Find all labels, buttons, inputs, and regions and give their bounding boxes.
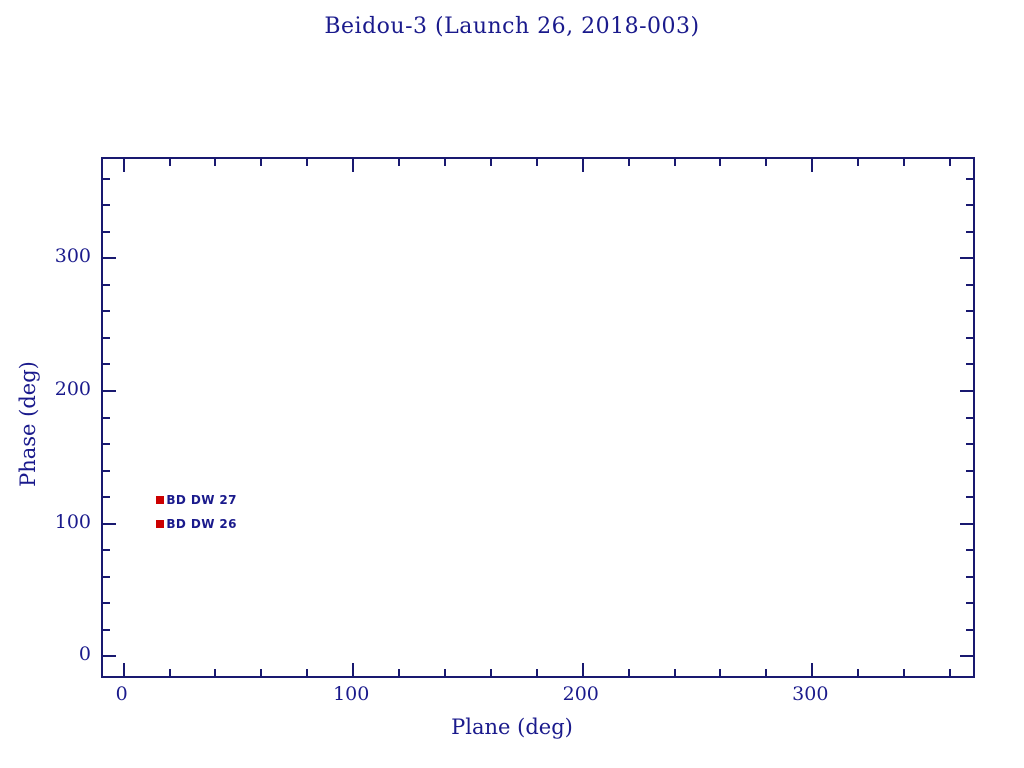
x-axis-top-minor-tick [765, 159, 768, 166]
x-axis-top-minor-tick [535, 159, 538, 166]
y-axis-right-minor-tick [966, 602, 973, 605]
y-axis-tick-label: 200 [54, 377, 91, 400]
x-axis-tick-label: 100 [333, 683, 370, 705]
y-axis-minor-tick [103, 336, 110, 339]
x-axis-minor-tick [260, 669, 263, 676]
y-axis-right-minor-tick [966, 549, 973, 552]
y-axis-right-minor-tick [966, 575, 973, 578]
y-axis-right-minor-tick [966, 230, 973, 233]
x-axis-minor-tick [214, 669, 217, 676]
y-axis-major-tick [103, 389, 116, 392]
x-axis-top-major-tick [581, 159, 584, 172]
x-axis-top-minor-tick [719, 159, 722, 166]
data-point-label: BD DW 26 [166, 516, 237, 531]
y-axis-right-minor-tick [966, 177, 973, 180]
x-axis-top-minor-tick [903, 159, 906, 166]
y-axis-right-major-tick [960, 389, 973, 392]
x-axis-top-minor-tick [168, 159, 171, 166]
y-axis-minor-tick [103, 416, 110, 419]
x-axis-major-tick [811, 663, 814, 676]
y-axis-right-minor-tick [966, 628, 973, 631]
y-axis-right-minor-tick [966, 443, 973, 445]
x-axis-top-major-tick [352, 159, 355, 172]
x-axis-top-minor-tick [627, 159, 630, 166]
y-axis-minor-tick [103, 496, 110, 499]
x-axis-minor-tick [765, 669, 768, 676]
y-axis-major-tick [103, 257, 116, 260]
square-marker-icon [156, 495, 165, 504]
x-axis-top-minor-tick [489, 159, 492, 166]
x-axis-minor-tick [903, 669, 906, 676]
y-axis-minor-tick [103, 469, 110, 472]
y-axis-minor-tick [103, 310, 110, 313]
y-axis-minor-tick [103, 628, 110, 631]
y-axis-label: Phase (deg) [16, 361, 40, 487]
y-axis-right-major-tick [960, 257, 973, 260]
x-axis-tick-label: 200 [562, 683, 599, 705]
y-axis-minor-tick [103, 443, 110, 445]
x-axis-top-minor-tick [673, 159, 676, 166]
x-axis-top-minor-tick [857, 159, 860, 166]
x-axis-top-minor-tick [398, 159, 401, 166]
x-axis-top-minor-tick [214, 159, 217, 166]
y-axis-minor-tick [103, 363, 110, 366]
x-axis-minor-tick [168, 669, 171, 676]
chart-title: Beidou-3 (Launch 26, 2018-003) [324, 14, 700, 39]
y-axis-major-tick [103, 655, 116, 658]
x-axis-top-major-tick [811, 159, 814, 172]
x-axis-minor-tick [719, 669, 722, 676]
x-axis-minor-tick [306, 669, 309, 676]
x-axis-minor-tick [535, 669, 538, 676]
y-axis-right-minor-tick [966, 496, 973, 499]
y-axis-minor-tick [103, 575, 110, 578]
x-axis-major-tick [122, 663, 125, 676]
y-axis-right-major-tick [960, 655, 973, 658]
x-axis-minor-tick [398, 669, 401, 676]
x-axis-minor-tick [673, 669, 676, 676]
data-point-label: BD DW 27 [166, 492, 237, 507]
y-axis-minor-tick [103, 283, 110, 286]
y-axis-right-minor-tick [966, 363, 973, 366]
x-axis-tick-label: 300 [792, 683, 829, 705]
y-axis-right-minor-tick [966, 310, 973, 313]
x-axis-top-minor-tick [260, 159, 263, 166]
y-axis-tick-label: 300 [54, 245, 91, 268]
y-axis-right-minor-tick [966, 469, 973, 472]
y-axis-right-minor-tick [966, 283, 973, 286]
x-axis-tick-label: 0 [115, 683, 128, 705]
plot-area: BD DW 27 BD DW 26 [101, 157, 975, 678]
y-axis-tick-label: 0 [78, 643, 91, 666]
y-axis-minor-tick [103, 204, 110, 207]
x-axis-top-minor-tick [306, 159, 309, 166]
x-axis-major-tick [581, 663, 584, 676]
x-axis-minor-tick [627, 669, 630, 676]
y-axis-minor-tick [103, 177, 110, 180]
x-axis-major-tick [352, 663, 355, 676]
x-axis-minor-tick [857, 669, 860, 676]
x-axis-minor-tick [949, 669, 952, 676]
y-axis-tick-label: 100 [54, 510, 91, 533]
y-axis-minor-tick [103, 549, 110, 552]
x-axis-label: Plane (deg) [451, 715, 573, 739]
x-axis-top-major-tick [122, 159, 125, 172]
x-axis-top-minor-tick [949, 159, 952, 166]
y-axis-right-major-tick [960, 522, 973, 525]
x-axis-minor-tick [444, 669, 447, 676]
y-axis-major-tick [103, 522, 116, 525]
y-axis-minor-tick [103, 230, 110, 233]
x-axis-top-minor-tick [444, 159, 447, 166]
y-axis-minor-tick [103, 602, 110, 605]
x-axis-minor-tick [489, 669, 492, 676]
square-marker-icon [156, 519, 165, 528]
y-axis-right-minor-tick [966, 336, 973, 339]
y-axis-right-minor-tick [966, 416, 973, 419]
y-axis-right-minor-tick [966, 204, 973, 207]
